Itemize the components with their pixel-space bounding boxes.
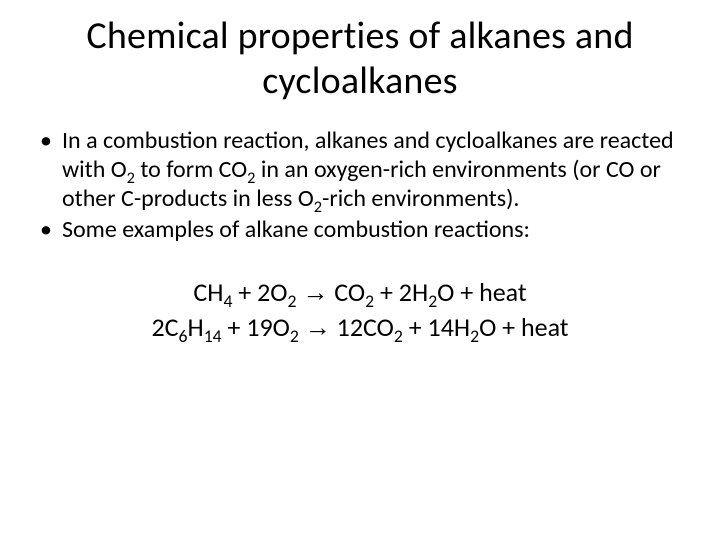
bullet-item: In a combustion reaction, alkanes and cy… (36, 126, 684, 214)
slide-title: Chemical properties of alkanes and cyclo… (36, 14, 684, 104)
equations-block: CH4 + 2O2 → CO2 + 2H2O + heat 2C6H14 + 1… (36, 275, 684, 345)
bullet-list: In a combustion reaction, alkanes and cy… (36, 126, 684, 245)
equation-line: CH4 + 2O2 → CO2 + 2H2O + heat (36, 275, 684, 310)
slide: Chemical properties of alkanes and cyclo… (0, 0, 720, 540)
equation-line: 2C6H14 + 19O2 → 12CO2 + 14H2O + heat (36, 310, 684, 345)
bullet-item: Some examples of alkane combustion react… (36, 215, 684, 244)
